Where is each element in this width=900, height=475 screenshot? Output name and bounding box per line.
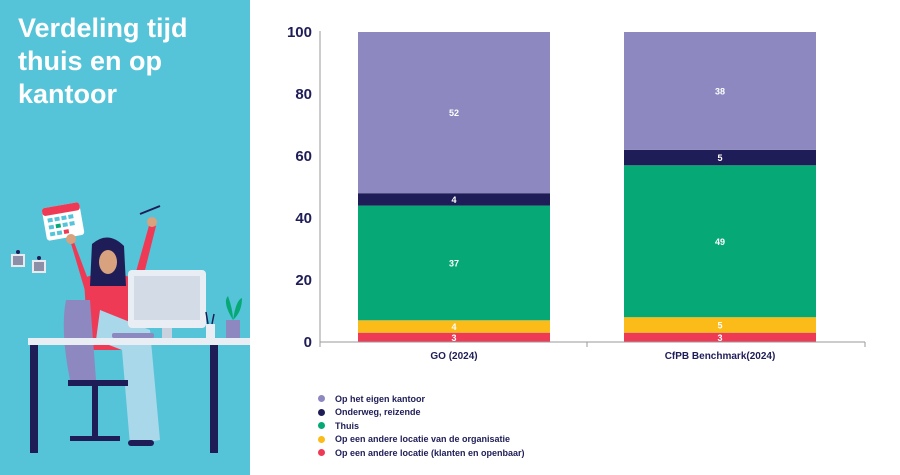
bar-segment: [624, 32, 816, 150]
data-label: 4: [451, 195, 456, 205]
y-tick-label: 40: [295, 210, 312, 227]
x-tick-label: GO (2024): [430, 351, 477, 362]
data-label: 52: [449, 108, 459, 118]
y-tick-label: 100: [287, 24, 312, 41]
office-worker-illustration: [11, 202, 250, 453]
legend-swatch: [318, 395, 325, 402]
legend-swatch: [318, 449, 325, 456]
legend-label: Op een andere locatie (klanten en openba…: [335, 447, 525, 458]
legend-item: Op een andere locatie van de organisatie: [318, 433, 525, 446]
legend-swatch: [318, 422, 325, 429]
wall-photo-1: [11, 250, 25, 267]
data-label: 3: [451, 333, 456, 343]
x-tick-label: CfPB Benchmark(2024): [665, 351, 776, 362]
calendar-icon: [41, 202, 85, 241]
bar-segment: [358, 320, 550, 333]
legend-label: Thuis: [335, 420, 359, 431]
legend-item: Onderweg, reizende: [318, 406, 525, 419]
bar-segment: [624, 149, 816, 166]
page-title: Verdeling tijd thuis en op kantoor: [18, 13, 188, 109]
bar-segment: [358, 332, 550, 342]
data-label: 37: [449, 258, 459, 268]
y-tick-label: 60: [295, 148, 312, 165]
bar-segment: [624, 165, 816, 318]
legend-label: Op het eigen kantoor: [335, 393, 426, 404]
left-panel: Verdeling tijd thuis en op kantoor: [0, 0, 250, 475]
y-tick-label: 0: [304, 334, 312, 351]
computer-monitor: [128, 270, 206, 338]
data-label: 5: [717, 153, 722, 163]
bar-segment: [358, 205, 550, 321]
y-tick-label: 20: [295, 272, 312, 289]
y-tick-label: 80: [295, 86, 312, 103]
legend-swatch: [318, 408, 325, 416]
legend-item: Op het eigen kantoor: [318, 392, 525, 405]
bar-segment: [358, 32, 550, 194]
pen-cup: [205, 311, 215, 338]
pen-icon: [139, 205, 161, 215]
bar-segment: [358, 193, 550, 206]
plant: [225, 296, 242, 338]
legend-swatch: [318, 435, 325, 443]
data-label: 4: [451, 322, 456, 332]
desk: [28, 333, 250, 453]
legend-item: Thuis: [318, 419, 525, 432]
data-label: 49: [715, 237, 725, 247]
wall-photo-2: [32, 256, 46, 273]
data-label: 3: [717, 333, 722, 343]
legend-label: Op een andere locatie van de organisatie: [335, 434, 511, 444]
legend-label: Onderweg, reizende: [335, 407, 421, 417]
bar-segment: [624, 332, 816, 342]
chart-legend: Op het eigen kantoor Onderweg, reizende Th…: [318, 392, 525, 460]
bar-segment: [624, 317, 816, 333]
legend-item: Op een andere locatie (klanten en openba…: [318, 446, 525, 459]
data-label: 5: [717, 320, 722, 330]
data-label: 38: [715, 86, 725, 96]
